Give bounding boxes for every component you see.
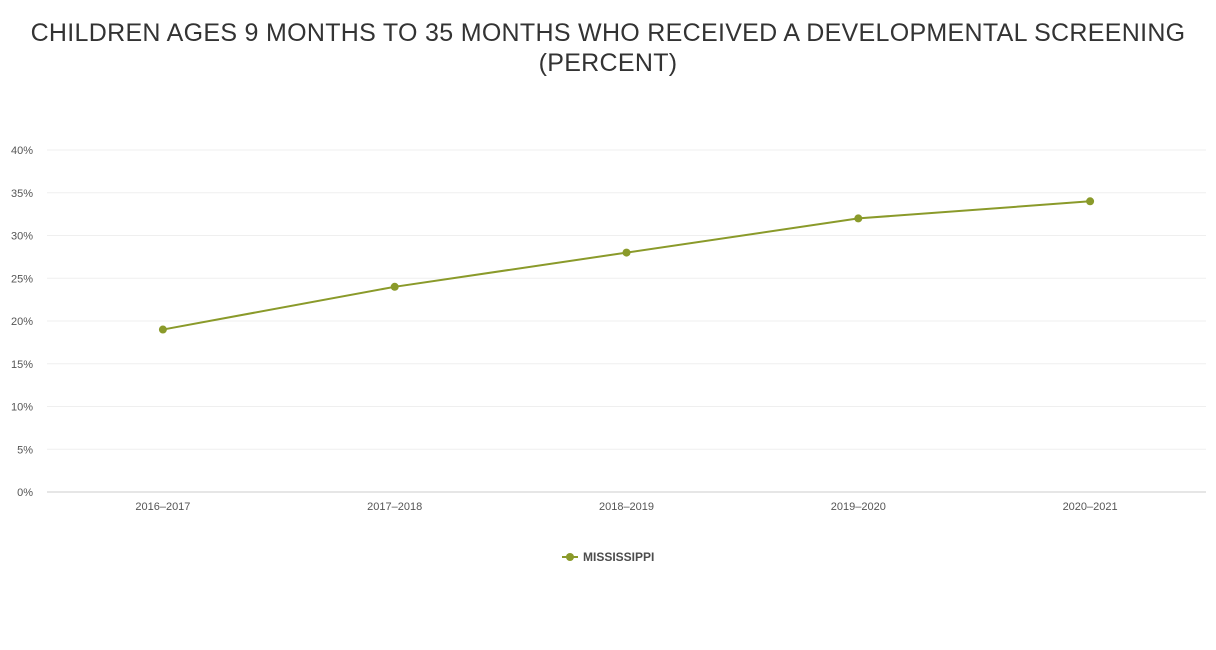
data-point[interactable] (854, 214, 863, 223)
legend-marker (566, 553, 574, 561)
x-tick-label: 2019–2020 (831, 501, 886, 513)
y-tick-label: 0% (17, 487, 33, 499)
x-axis: 2016–2017 2017–2018 2018–2019 2019–2020 2020… (47, 491, 1206, 513)
x-tick-label: 2018–2019 (599, 501, 654, 513)
y-tick-label: 35% (11, 188, 33, 200)
data-point[interactable] (390, 282, 399, 291)
y-tick-label: 40% (11, 145, 33, 157)
y-tick-label: 15% (11, 359, 33, 371)
legend[interactable]: MISSISSIPPI (562, 550, 654, 564)
y-tick-label: 10% (11, 402, 33, 414)
legend-item-label[interactable]: MISSISSIPPI (583, 550, 654, 564)
x-tick-label: 2016–2017 (135, 501, 190, 513)
data-point[interactable] (622, 248, 631, 257)
y-tick-label: 5% (17, 444, 33, 456)
series-line (162, 200, 1091, 331)
x-tick-label: 2017–2018 (367, 501, 422, 513)
data-point[interactable] (158, 325, 167, 334)
y-axis: 0% 5% 10% 15% 20% 25% 30% 35% 40% (11, 145, 33, 499)
data-point[interactable] (1086, 197, 1095, 206)
y-tick-label: 20% (11, 316, 33, 328)
y-tick-label: 30% (11, 231, 33, 243)
gridlines (47, 149, 1206, 450)
series-layer (158, 197, 1095, 334)
chart-title: CHILDREN AGES 9 MONTHS TO 35 MONTHS WHO … (30, 19, 1186, 77)
y-tick-label: 25% (11, 273, 33, 285)
x-tick-label: 2020–2021 (1063, 501, 1118, 513)
